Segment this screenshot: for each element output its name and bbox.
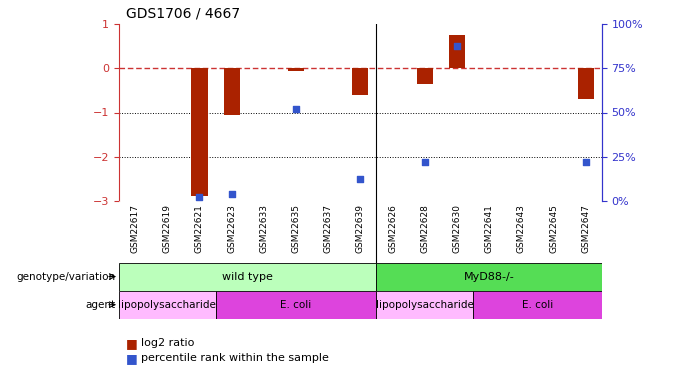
Text: GSM22643: GSM22643	[517, 204, 526, 253]
Text: percentile rank within the sample: percentile rank within the sample	[141, 353, 328, 363]
Bar	[191, 68, 207, 196]
Text: ■: ■	[126, 337, 137, 350]
Text: GSM22645: GSM22645	[549, 204, 558, 253]
Point	[452, 42, 462, 48]
Text: E. coli: E. coli	[522, 300, 553, 310]
Text: GSM22647: GSM22647	[581, 204, 590, 253]
Text: lipopolysaccharide: lipopolysaccharide	[118, 300, 216, 310]
Point	[290, 106, 301, 112]
Text: genotype/variation: genotype/variation	[16, 272, 116, 282]
Text: GSM22617: GSM22617	[131, 204, 139, 253]
Text: GSM22626: GSM22626	[388, 204, 397, 253]
Point	[226, 190, 237, 196]
Text: ■: ■	[126, 352, 137, 364]
Point	[194, 194, 205, 200]
Bar	[377, 262, 602, 291]
Text: log2 ratio: log2 ratio	[141, 338, 194, 348]
Bar	[216, 291, 377, 319]
Point	[420, 159, 430, 165]
Text: GSM22633: GSM22633	[259, 204, 269, 253]
Bar	[224, 68, 239, 115]
Bar	[352, 68, 369, 95]
Text: GSM22628: GSM22628	[420, 204, 429, 253]
Bar	[473, 291, 602, 319]
Text: GSM22621: GSM22621	[195, 204, 204, 253]
Text: wild type: wild type	[222, 272, 273, 282]
Text: GSM22639: GSM22639	[356, 204, 365, 253]
Text: MyD88-/-: MyD88-/-	[464, 272, 515, 282]
Text: GSM22635: GSM22635	[292, 204, 301, 253]
Bar	[119, 291, 216, 319]
Text: GDS1706 / 4667: GDS1706 / 4667	[126, 7, 240, 21]
Bar	[417, 68, 432, 84]
Text: GSM22623: GSM22623	[227, 204, 236, 253]
Text: GSM22630: GSM22630	[452, 204, 462, 253]
Bar	[288, 68, 304, 70]
Text: lipopolysaccharide: lipopolysaccharide	[376, 300, 474, 310]
Text: agent: agent	[86, 300, 116, 310]
Text: GSM22641: GSM22641	[485, 204, 494, 253]
Text: GSM22637: GSM22637	[324, 204, 333, 253]
Point	[580, 159, 591, 165]
Text: E. coli: E. coli	[280, 300, 311, 310]
Bar	[119, 262, 377, 291]
Bar	[377, 291, 473, 319]
Bar	[449, 35, 465, 68]
Point	[355, 177, 366, 183]
Bar	[577, 68, 594, 99]
Text: GSM22619: GSM22619	[163, 204, 172, 253]
